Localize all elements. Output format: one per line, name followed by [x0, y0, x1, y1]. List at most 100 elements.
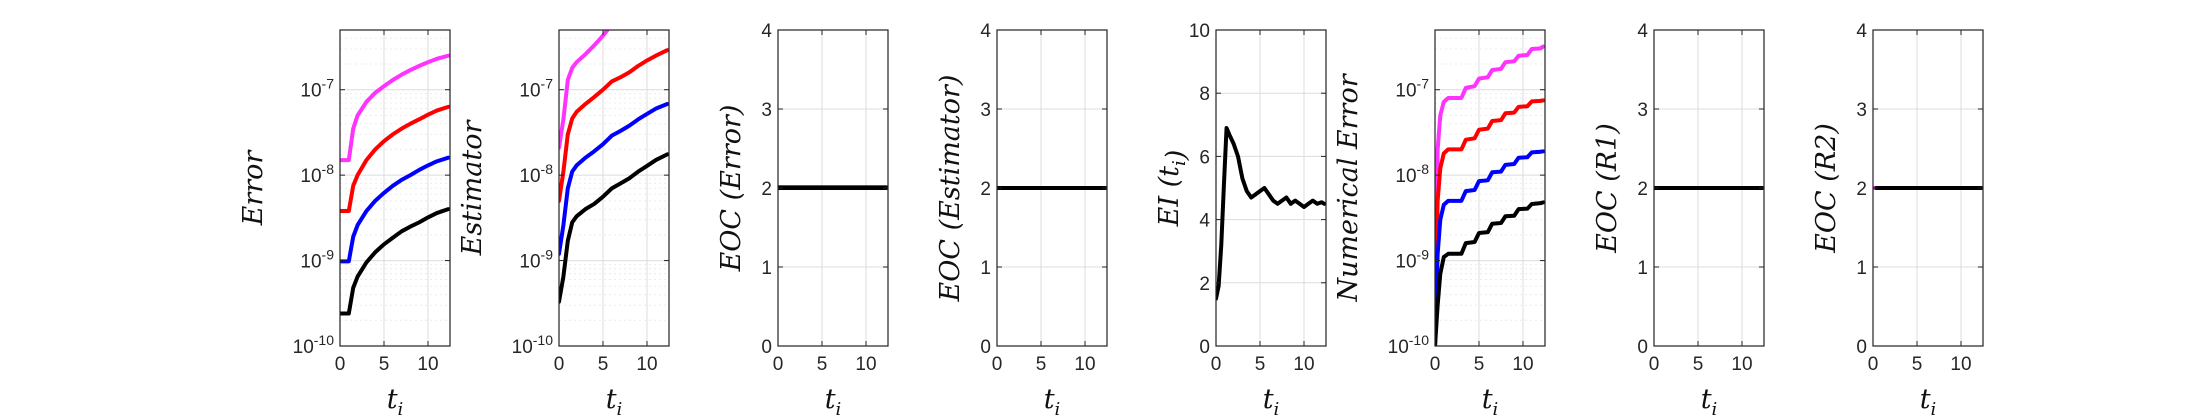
series-line-black: [1216, 125, 1326, 301]
series-group: [559, 30, 669, 304]
y-tick-label: 10-10: [512, 332, 554, 358]
x-tick-label: 0: [1649, 354, 1660, 375]
plot-frame: [339, 29, 451, 347]
y-tick-label: 4: [1637, 21, 1648, 42]
y-axis-label: Numerical Error: [1333, 72, 1364, 302]
y-tick-label: 4: [1199, 211, 1210, 232]
series-group: [1435, 44, 1545, 346]
y-tick-label: 8: [1199, 84, 1210, 105]
x-axis-label: ti: [1044, 384, 1061, 417]
grid-lines: [1215, 29, 1326, 347]
y-tick-label: 0: [1856, 337, 1867, 358]
series-line-magenta: [340, 53, 450, 163]
x-tick-label: 10: [1293, 354, 1314, 375]
y-tick-label: 4: [761, 21, 772, 42]
y-tick-label: 3: [761, 100, 772, 121]
y-tick-label: 10: [1189, 21, 1210, 42]
x-tick-label: 10: [1950, 354, 1971, 375]
x-tick-label: 5: [817, 354, 828, 375]
chart-panel-6: 0 5 10 10-10 10-9 10-8 10-7 ti Numerical Error: [1333, 29, 1546, 417]
series-line-blue: [1435, 149, 1545, 346]
series-line-black: [559, 152, 669, 304]
x-tick-label: 10: [855, 354, 876, 375]
series-group: [340, 53, 450, 316]
series-line-black: [340, 207, 450, 316]
plot-frame: [1434, 29, 1546, 347]
y-tick-label: 10-7: [519, 76, 553, 102]
chart-panel-8: 0 5 10 0 1 2 3 4 ti EOC (R2): [1811, 21, 1984, 417]
x-tick-label: 5: [598, 354, 609, 375]
x-tick-label: 5: [1474, 354, 1485, 375]
x-tick-label: 0: [554, 354, 565, 375]
plot-frame: [558, 29, 670, 347]
y-tick-label: 10-10: [1388, 332, 1430, 358]
y-tick-label: 2: [1199, 274, 1210, 295]
chart-panel-7: 0 5 10 0 1 2 3 4 ti EOC (R1): [1592, 21, 1765, 417]
x-axis-label: ti: [825, 384, 842, 417]
series-line-magenta: [1435, 44, 1545, 346]
series-line-red: [559, 48, 669, 203]
x-tick-label: 5: [1036, 354, 1047, 375]
y-tick-label: 0: [1637, 337, 1648, 358]
series-group: [1216, 125, 1326, 301]
x-tick-label: 0: [992, 354, 1003, 375]
series-line-magenta: [559, 30, 610, 150]
chart-panel-2: 0 5 10 10-10 10-9 10-8 10-7 ti Estimator: [457, 29, 670, 417]
chart-panel-4: 0 5 10 0 1 2 3 4 ti EOC (Estimator): [935, 21, 1108, 417]
y-tick-label: 0: [980, 337, 991, 358]
y-tick-label: 2: [761, 179, 772, 200]
x-tick-label: 0: [773, 354, 784, 375]
x-axis-label: ti: [1701, 384, 1718, 417]
y-axis-label: Error: [238, 149, 269, 227]
y-tick-label: 2: [1637, 179, 1648, 200]
y-tick-label: 0: [1199, 337, 1210, 358]
y-axis-label: EOC (Estimator): [935, 75, 966, 303]
y-tick-label: 4: [1856, 21, 1867, 42]
x-tick-label: 5: [1912, 354, 1923, 375]
y-tick-label: 10-9: [1395, 247, 1429, 273]
series-line-blue: [340, 155, 450, 264]
y-tick-label: 1: [980, 258, 991, 279]
y-tick-label: 10-8: [300, 161, 334, 187]
y-tick-label: 10-10: [293, 332, 335, 358]
y-tick-label: 10-8: [519, 161, 553, 187]
y-axis-label: EOC (R2): [1811, 123, 1842, 254]
x-axis-label: ti: [1920, 384, 1937, 417]
y-tick-label: 3: [980, 100, 991, 121]
y-tick-label: 3: [1856, 100, 1867, 121]
series-group: [778, 185, 888, 190]
y-tick-label: 1: [1856, 258, 1867, 279]
x-tick-label: 0: [335, 354, 346, 375]
x-tick-label: 5: [1693, 354, 1704, 375]
x-axis-label: ti: [387, 384, 404, 417]
y-tick-label: 6: [1199, 147, 1210, 168]
x-tick-label: 0: [1211, 354, 1222, 375]
y-tick-label: 10-8: [1395, 161, 1429, 187]
chart-panel-1: 0 5 10 10-10 10-9 10-8 10-7 ti Error: [238, 29, 451, 417]
x-tick-label: 10: [1512, 354, 1533, 375]
chart-panel-3: 0 5 10 0 1 2 3 4 ti EOC (Error): [716, 21, 889, 417]
x-tick-label: 10: [1074, 354, 1095, 375]
x-axis-label: ti: [1263, 384, 1280, 417]
grid-lines: [1434, 29, 1545, 347]
plot-frame: [1215, 29, 1327, 347]
y-tick-label: 10-7: [1395, 76, 1429, 102]
series-line-blue: [559, 102, 669, 256]
series-line-red: [1435, 98, 1545, 346]
y-tick-label: 2: [980, 179, 991, 200]
x-tick-label: 10: [636, 354, 657, 375]
y-tick-label: 0: [761, 337, 772, 358]
x-tick-label: 5: [379, 354, 390, 375]
x-axis-label: ti: [606, 384, 623, 417]
y-tick-label: 10-7: [300, 76, 334, 102]
y-axis-label: Estimator: [457, 119, 488, 257]
y-tick-label: 10-9: [300, 247, 334, 273]
y-tick-label: 10-9: [519, 247, 553, 273]
y-tick-label: 1: [761, 258, 772, 279]
y-tick-label: 3: [1637, 100, 1648, 121]
y-axis-label: EOC (Error): [716, 105, 747, 273]
y-axis-label: EOC (R1): [1592, 123, 1623, 254]
x-tick-label: 0: [1868, 354, 1879, 375]
x-tick-label: 0: [1430, 354, 1441, 375]
